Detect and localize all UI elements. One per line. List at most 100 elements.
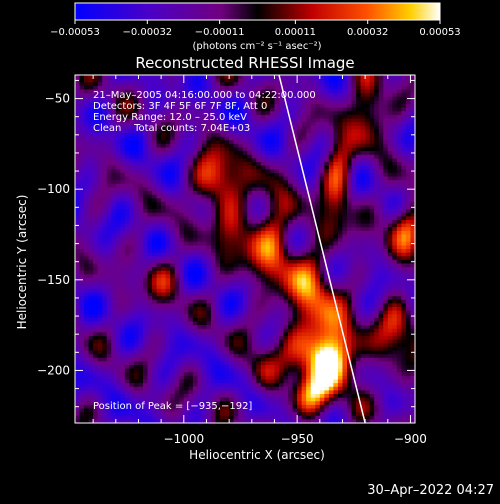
heatmap-cell [293,390,298,394]
heatmap-cell [247,137,252,141]
heatmap-cell [111,216,116,220]
heatmap-cell [80,173,85,177]
heatmap-cell [120,249,125,253]
heatmap-cell [111,383,116,387]
heatmap-cell [175,264,180,268]
heatmap-cell [111,264,116,268]
heatmap-cell [143,358,148,362]
heatmap-cell [211,195,216,199]
heatmap-cell [202,198,207,202]
heatmap-cell [238,332,243,336]
heatmap-cell [129,314,134,318]
heatmap-cell [152,235,157,239]
heatmap-cell [306,173,311,177]
heatmap-cell [197,220,202,224]
heatmap-cell [229,253,234,257]
heatmap-cell [256,238,261,242]
heatmap-cell [261,216,266,220]
heatmap-cell [306,369,311,373]
heatmap-cell [80,82,85,86]
heatmap-cell [238,144,243,148]
heatmap-cell [274,285,279,289]
heatmap-cell [166,289,171,293]
heatmap-cell [211,224,216,228]
heatmap-cell [138,336,143,340]
heatmap-cell [89,264,94,268]
heatmap-cell [125,75,130,79]
heatmap-cell [225,365,230,369]
heatmap-cell [152,351,157,355]
heatmap-cell [284,206,289,210]
heatmap-cell [284,198,289,202]
heatmap-cell [288,198,293,202]
heatmap-cell [293,314,298,318]
heatmap-cell [125,140,130,144]
heatmap-cell [206,365,211,369]
heatmap-cell [143,387,148,391]
heatmap-cell [216,285,221,289]
heatmap-cell [306,100,311,104]
heatmap-cell [179,343,184,347]
heatmap-cell [188,271,193,275]
heatmap-cell [125,216,130,220]
heatmap-cell [229,325,234,329]
heatmap-cell [252,166,257,170]
heatmap-cell [138,343,143,347]
heatmap-cell [243,351,248,355]
heatmap-cell [256,202,261,206]
heatmap-cell [302,148,307,152]
heatmap-cell [157,79,162,83]
heatmap-cell [93,137,98,141]
heatmap-cell [265,202,270,206]
heatmap-cell [98,351,103,355]
heatmap-cell [243,322,248,326]
heatmap-cell [116,314,121,318]
heatmap-cell [148,260,153,264]
heatmap-cell [211,260,216,264]
heatmap-cell [84,104,89,108]
heatmap-cell [270,267,275,271]
heatmap-cell [211,216,216,220]
heatmap-cell [93,158,98,162]
heatmap-cell [288,173,293,177]
heatmap-cell [306,354,311,358]
heatmap-cell [84,249,89,253]
heatmap-cell [188,238,193,242]
heatmap-cell [111,198,116,202]
heatmap-cell [129,148,134,152]
heatmap-cell [84,351,89,355]
heatmap-cell [261,115,266,119]
heatmap-cell [120,314,125,318]
heatmap-cell [175,144,180,148]
heatmap-cell [84,285,89,289]
heatmap-cell [102,177,107,181]
heatmap-cell [157,256,162,260]
heatmap-cell [152,311,157,315]
heatmap-cell [225,303,230,307]
heatmap-cell [206,158,211,162]
heatmap-cell [179,253,184,257]
heatmap-cell [279,383,284,387]
heatmap-cell [107,285,112,289]
heatmap-cell [102,220,107,224]
heatmap-cell [166,260,171,264]
heatmap-cell [166,358,171,362]
heatmap-cell [274,79,279,83]
heatmap-cell [184,75,189,79]
heatmap-cell [284,285,289,289]
heatmap-cell [102,336,107,340]
heatmap-cell [197,311,202,315]
heatmap-cell [234,206,239,210]
heatmap-cell [302,380,307,384]
heatmap-cell [265,409,270,413]
heatmap-cell [302,245,307,249]
heatmap-cell [225,369,230,373]
heatmap-cell [143,267,148,271]
heatmap-cell [279,108,284,112]
heatmap-cell [247,151,252,155]
heatmap-cell [102,242,107,246]
heatmap-cell [206,137,211,141]
heatmap-cell [197,253,202,257]
heatmap-cell [220,376,225,380]
heatmap-cell [93,296,98,300]
